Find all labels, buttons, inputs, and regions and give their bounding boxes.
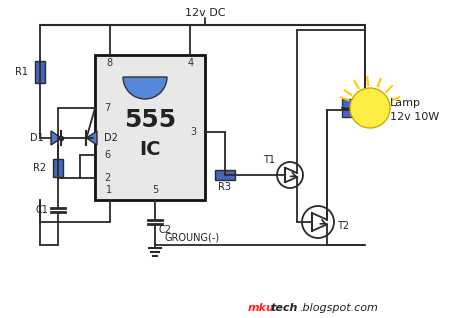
Text: GROUNG(-): GROUNG(-) [165, 233, 220, 243]
Text: 2: 2 [104, 173, 110, 183]
Text: 3: 3 [190, 127, 196, 137]
Bar [95, 55, 205, 200]
Text: 1: 1 [106, 185, 112, 195]
Text: mku: mku [248, 303, 275, 313]
Polygon shape [86, 131, 97, 145]
Text: T1: T1 [263, 155, 275, 165]
Text: 555: 555 [124, 108, 176, 132]
Text: R2: R2 [33, 163, 46, 173]
Text: R1: R1 [15, 67, 28, 77]
Text: 4: 4 [188, 58, 194, 68]
Bar [342, 99, 360, 117]
Wedge shape [123, 77, 167, 99]
Text: Lamp: Lamp [390, 98, 421, 108]
Text: D2: D2 [104, 133, 118, 143]
Polygon shape [51, 131, 62, 145]
Text: 8: 8 [106, 58, 112, 68]
Circle shape [350, 88, 390, 128]
Bar [215, 170, 235, 180]
Bar [53, 159, 63, 177]
Bar [35, 61, 45, 83]
Text: D1: D1 [30, 133, 44, 143]
Text: 5: 5 [152, 185, 158, 195]
Text: T2: T2 [337, 221, 349, 231]
Text: R3: R3 [219, 182, 231, 192]
Text: .blogspot.com: .blogspot.com [299, 303, 378, 313]
Text: C1: C1 [35, 205, 48, 215]
Text: 6: 6 [104, 150, 110, 160]
Text: 12v 10W: 12v 10W [390, 112, 439, 122]
Text: 7: 7 [104, 103, 110, 113]
Text: C2: C2 [159, 225, 172, 235]
Text: IC: IC [139, 140, 161, 159]
Text: 12v DC: 12v DC [185, 8, 225, 18]
Text: tech: tech [271, 303, 298, 313]
